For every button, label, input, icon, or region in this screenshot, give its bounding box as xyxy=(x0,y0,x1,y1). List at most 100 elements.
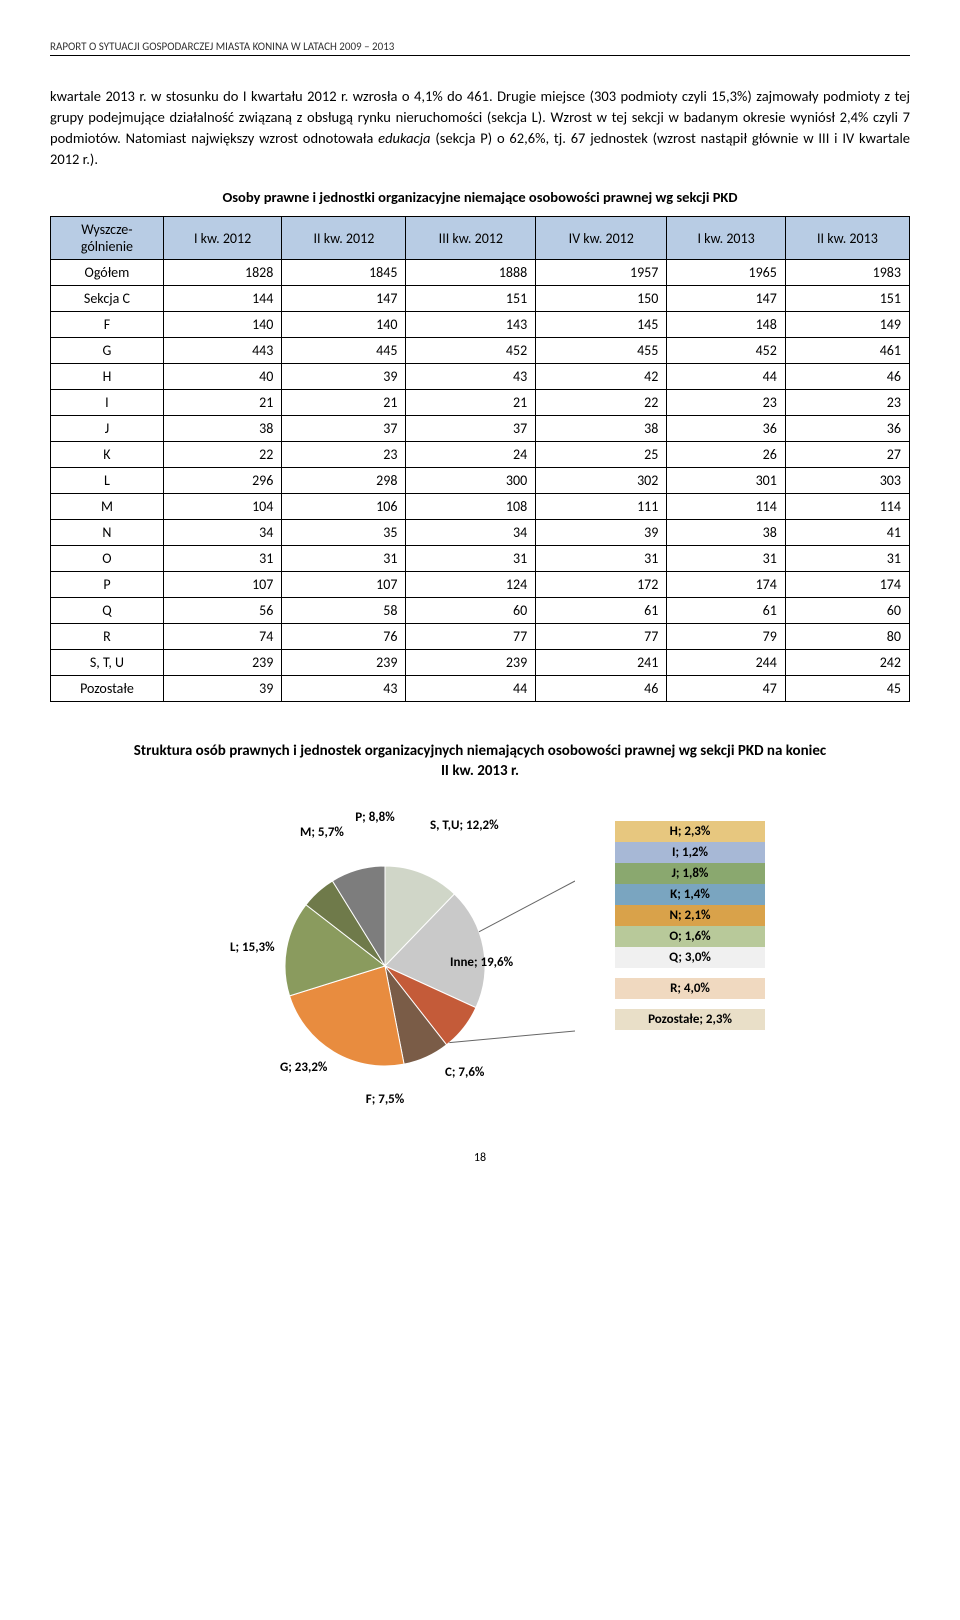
pie-label: G; 23,2% xyxy=(280,1060,328,1075)
legend-item: Q; 3,0% xyxy=(615,947,765,968)
table-cell: 301 xyxy=(667,468,786,494)
table-cell: 74 xyxy=(163,624,282,650)
table-cell: 56 xyxy=(163,598,282,624)
table-cell: N xyxy=(51,520,164,546)
intro-paragraph: kwartale 2013 r. w stosunku do I kwartał… xyxy=(50,86,910,170)
table-cell: 174 xyxy=(667,572,786,598)
table-cell: 239 xyxy=(282,650,406,676)
table-cell: 147 xyxy=(282,286,406,312)
table-cell: 21 xyxy=(282,390,406,416)
pie-label: P; 8,8% xyxy=(355,810,395,825)
table-cell: 38 xyxy=(667,520,786,546)
table-cell: 43 xyxy=(282,676,406,702)
table-cell: 39 xyxy=(536,520,667,546)
table-row: R747677777980 xyxy=(51,624,910,650)
pie-chart: S, T,U; 12,2%Inne; 19,6%C; 7,6%F; 7,5%G;… xyxy=(195,791,575,1111)
data-table: Wyszcze- gólnienieI kw. 2012II kw. 2012 I… xyxy=(50,216,910,702)
table-cell: 1888 xyxy=(406,260,536,286)
chart-title: Struktura osób prawnych i jednostek orga… xyxy=(130,742,830,781)
table-row: M104106108111114114 xyxy=(51,494,910,520)
table-cell: 25 xyxy=(536,442,667,468)
para-italic: edukacja xyxy=(378,129,430,147)
table-row: L296298300302301303 xyxy=(51,468,910,494)
table-cell: 300 xyxy=(406,468,536,494)
table-header: II kw. 2012 xyxy=(282,217,406,260)
table-header: I kw. 2013 xyxy=(667,217,786,260)
table-cell: 445 xyxy=(282,338,406,364)
table-cell: 34 xyxy=(163,520,282,546)
table-cell: Ogółem xyxy=(51,260,164,286)
table-cell: 239 xyxy=(163,650,282,676)
table-cell: 42 xyxy=(536,364,667,390)
table-cell: 26 xyxy=(667,442,786,468)
table-cell: 1845 xyxy=(282,260,406,286)
table-row: Sekcja C144147151150147151 xyxy=(51,286,910,312)
table-cell: 31 xyxy=(536,546,667,572)
table-cell: 241 xyxy=(536,650,667,676)
table-cell: I xyxy=(51,390,164,416)
table-cell: 1828 xyxy=(163,260,282,286)
table-header: IV kw. 2012 xyxy=(536,217,667,260)
pie-wrap: S, T,U; 12,2%Inne; 19,6%C; 7,6%F; 7,5%G;… xyxy=(195,791,575,1111)
legend-item xyxy=(615,968,765,978)
table-cell: 61 xyxy=(667,598,786,624)
table-cell: O xyxy=(51,546,164,572)
pie-label: M; 5,7% xyxy=(300,825,344,840)
table-cell: 21 xyxy=(406,390,536,416)
table-row: J383737383636 xyxy=(51,416,910,442)
table-row: Ogółem182818451888195719651983 xyxy=(51,260,910,286)
table-cell: 22 xyxy=(536,390,667,416)
table-row: I212121222323 xyxy=(51,390,910,416)
table-cell: 31 xyxy=(667,546,786,572)
table-row: F140140143145148149 xyxy=(51,312,910,338)
legend-item: N; 2,1% xyxy=(615,905,765,926)
table-cell: 39 xyxy=(282,364,406,390)
table-cell: 31 xyxy=(785,546,909,572)
table-cell: 303 xyxy=(785,468,909,494)
table-cell: 23 xyxy=(785,390,909,416)
table-cell: 38 xyxy=(163,416,282,442)
legend-item xyxy=(615,999,765,1009)
table-cell: 38 xyxy=(536,416,667,442)
table-header: I kw. 2012 xyxy=(163,217,282,260)
table-cell: 145 xyxy=(536,312,667,338)
table-cell: 61 xyxy=(536,598,667,624)
table-cell: 140 xyxy=(282,312,406,338)
table-header: Wyszcze- gólnienie xyxy=(51,217,164,260)
table-cell: 21 xyxy=(163,390,282,416)
table-cell: 37 xyxy=(282,416,406,442)
table-cell: 107 xyxy=(282,572,406,598)
table-cell: 296 xyxy=(163,468,282,494)
table-cell: 106 xyxy=(282,494,406,520)
table-cell: G xyxy=(51,338,164,364)
table-cell: 124 xyxy=(406,572,536,598)
table-cell: P xyxy=(51,572,164,598)
table-cell: 298 xyxy=(282,468,406,494)
table-cell: 60 xyxy=(406,598,536,624)
table-cell: 37 xyxy=(406,416,536,442)
table-cell: F xyxy=(51,312,164,338)
table-title: Osoby prawne i jednostki organizacyjne n… xyxy=(50,188,910,206)
table-cell: 461 xyxy=(785,338,909,364)
leader-line xyxy=(449,1031,575,1043)
table-cell: 1965 xyxy=(667,260,786,286)
table-cell: 455 xyxy=(536,338,667,364)
table-cell: 150 xyxy=(536,286,667,312)
table-cell: 80 xyxy=(785,624,909,650)
legend-item: H; 2,3% xyxy=(615,821,765,842)
pie-label: S, T,U; 12,2% xyxy=(430,818,499,833)
chart-container: S, T,U; 12,2%Inne; 19,6%C; 7,6%F; 7,5%G;… xyxy=(50,791,910,1111)
table-cell: 239 xyxy=(406,650,536,676)
table-cell: 79 xyxy=(667,624,786,650)
table-row: N343534393841 xyxy=(51,520,910,546)
table-cell: 140 xyxy=(163,312,282,338)
legend-item: I; 1,2% xyxy=(615,842,765,863)
table-cell: 107 xyxy=(163,572,282,598)
pie-label: C; 7,6% xyxy=(445,1065,485,1080)
table-cell: 443 xyxy=(163,338,282,364)
legend-item: K; 1,4% xyxy=(615,884,765,905)
table-cell: 242 xyxy=(785,650,909,676)
table-cell: 77 xyxy=(406,624,536,650)
table-cell: 1957 xyxy=(536,260,667,286)
table-cell: 34 xyxy=(406,520,536,546)
